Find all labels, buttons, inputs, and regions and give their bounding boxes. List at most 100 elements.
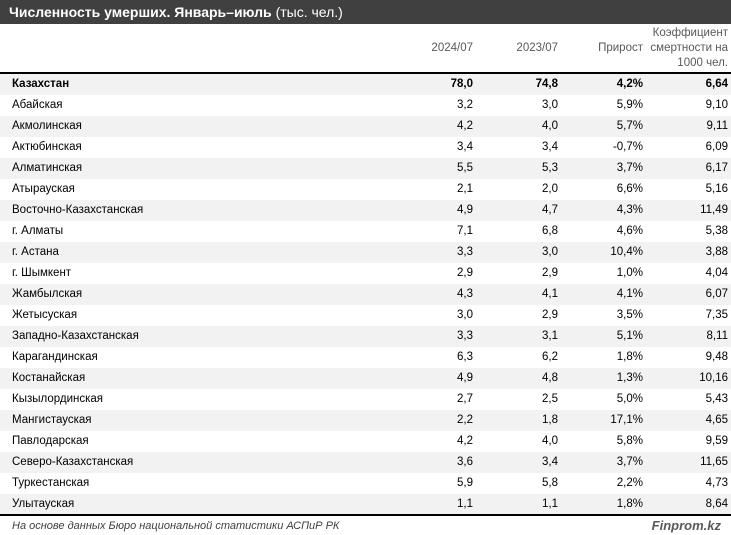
value-2024: 7,1 <box>457 225 473 237</box>
value-2023: 5,8 <box>542 477 558 489</box>
value-2024: 78,0 <box>450 78 473 90</box>
table-row: Акмолинская 4,2 4,0 5,7% 9,11 <box>0 116 731 137</box>
table-row: Туркестанская 5,9 5,8 2,2% 4,73 <box>0 473 731 494</box>
value-2024: 3,2 <box>457 99 473 111</box>
region-name: Западно-Казахстанская <box>12 330 139 342</box>
mortality-rate: 3,88 <box>705 246 728 258</box>
table-row: Казахстан 78,0 74,8 4,2% 6,64 <box>0 74 731 95</box>
value-2024: 5,9 <box>457 477 473 489</box>
mortality-rate: 4,04 <box>705 267 728 279</box>
growth-value: 4,3% <box>616 204 643 216</box>
growth-value: 5,0% <box>616 393 643 405</box>
mortality-rate: 6,64 <box>705 78 728 90</box>
title-main: Численность умерших. Январь–июль <box>9 4 272 20</box>
growth-value: 5,1% <box>616 330 643 342</box>
growth-value: 3,5% <box>616 309 643 321</box>
footer: На основе данных Бюро национальной стати… <box>0 514 731 535</box>
mortality-rate: 5,43 <box>705 393 728 405</box>
value-2023: 2,9 <box>542 309 558 321</box>
value-2023: 1,1 <box>542 498 558 510</box>
growth-value: 1,8% <box>616 351 643 363</box>
mortality-rate: 10,16 <box>699 372 728 384</box>
value-2024: 2,2 <box>457 414 473 426</box>
value-2023: 3,0 <box>542 99 558 111</box>
region-name: Павлодарская <box>12 435 89 447</box>
growth-value: 17,1% <box>610 414 643 426</box>
region-name: Карагандинская <box>12 351 98 363</box>
mortality-rate: 4,73 <box>705 477 728 489</box>
table-row: г. Астана 3,3 3,0 10,4% 3,88 <box>0 242 731 263</box>
table-row: Абайская 3,2 3,0 5,9% 9,10 <box>0 95 731 116</box>
value-2024: 2,9 <box>457 267 473 279</box>
growth-value: 6,6% <box>616 183 643 195</box>
value-2023: 4,1 <box>542 288 558 300</box>
region-name: Атырауская <box>12 183 75 195</box>
table-row: Мангистауская 2,2 1,8 17,1% 4,65 <box>0 410 731 431</box>
growth-value: 1,0% <box>616 267 643 279</box>
value-2024: 3,0 <box>457 309 473 321</box>
col-header-growth: Прирост <box>598 42 643 54</box>
mortality-rate: 11,65 <box>700 456 728 468</box>
region-name: Акмолинская <box>12 120 82 132</box>
table-row: Северо-Казахстанская 3,6 3,4 3,7% 11,65 <box>0 452 731 473</box>
col-header-2023: 2023/07 <box>516 42 558 54</box>
region-name: Жамбылская <box>12 288 83 300</box>
growth-value: 4,1% <box>616 288 643 300</box>
value-2023: 4,0 <box>542 435 558 447</box>
value-2023: 4,8 <box>542 372 558 384</box>
value-2023: 2,0 <box>542 183 558 195</box>
table-row: Кызылординская 2,7 2,5 5,0% 5,43 <box>0 389 731 410</box>
value-2023: 3,0 <box>542 246 558 258</box>
growth-value: 1,8% <box>616 498 643 510</box>
region-name: г. Шымкент <box>12 267 72 279</box>
value-2024: 5,5 <box>457 162 473 174</box>
growth-value: 5,9% <box>616 99 643 111</box>
value-2024: 1,1 <box>457 498 473 510</box>
region-name: Абайская <box>12 99 63 111</box>
region-name: Северо-Казахстанская <box>12 456 134 468</box>
region-name: Туркестанская <box>12 477 90 489</box>
region-name: Жетысуская <box>12 309 78 321</box>
mortality-rate: 5,38 <box>705 225 728 237</box>
growth-value: 3,7% <box>616 162 643 174</box>
table-row: Восточно-Казахстанская 4,9 4,7 4,3% 11,49 <box>0 200 731 221</box>
value-2024: 3,3 <box>457 246 473 258</box>
value-2024: 3,3 <box>457 330 473 342</box>
table-row: Алматинская 5,5 5,3 3,7% 6,17 <box>0 158 731 179</box>
mortality-rate: 4,65 <box>705 414 728 426</box>
value-2023: 5,3 <box>542 162 558 174</box>
value-2024: 4,9 <box>457 372 473 384</box>
mortality-rate: 8,11 <box>706 330 728 342</box>
value-2024: 2,7 <box>457 393 473 405</box>
mortality-rate: 9,11 <box>706 120 728 132</box>
mortality-rate: 6,17 <box>705 162 728 174</box>
mortality-rate: 8,64 <box>705 498 728 510</box>
value-2024: 4,9 <box>457 204 473 216</box>
value-2024: 3,6 <box>457 456 473 468</box>
region-name: Кызылординская <box>12 393 104 405</box>
region-name: Мангистауская <box>12 414 92 426</box>
growth-value: 5,7% <box>616 120 643 132</box>
region-name: Улытауская <box>12 498 75 510</box>
mortality-rate: 6,07 <box>705 288 728 300</box>
mortality-rate: 9,10 <box>705 99 728 111</box>
region-name: Казахстан <box>12 78 70 90</box>
growth-value: 10,4% <box>610 246 643 258</box>
value-2023: 3,4 <box>542 456 558 468</box>
table-row: Павлодарская 4,2 4,0 5,8% 9,59 <box>0 431 731 452</box>
region-name: Восточно-Казахстанская <box>12 204 144 216</box>
table-header: 2024/07 2023/07 Прирост Коэффициент смер… <box>0 24 731 74</box>
table-row: Карагандинская 6,3 6,2 1,8% 9,48 <box>0 347 731 368</box>
table-title: Численность умерших. Январь–июль (тыс. ч… <box>0 0 731 24</box>
table-row: Атырауская 2,1 2,0 6,6% 5,16 <box>0 179 731 200</box>
table-row: Актюбинская 3,4 3,4 -0,7% 6,09 <box>0 137 731 158</box>
mortality-rate: 9,59 <box>705 435 728 447</box>
value-2023: 74,8 <box>535 78 558 90</box>
col-header-2024: 2024/07 <box>431 42 473 54</box>
region-name: Актюбинская <box>12 141 82 153</box>
growth-value: 2,2% <box>616 477 643 489</box>
value-2023: 3,1 <box>542 330 558 342</box>
table-row: г. Алматы 7,1 6,8 4,6% 5,38 <box>0 221 731 242</box>
value-2024: 2,1 <box>457 183 473 195</box>
table-row: г. Шымкент 2,9 2,9 1,0% 4,04 <box>0 263 731 284</box>
